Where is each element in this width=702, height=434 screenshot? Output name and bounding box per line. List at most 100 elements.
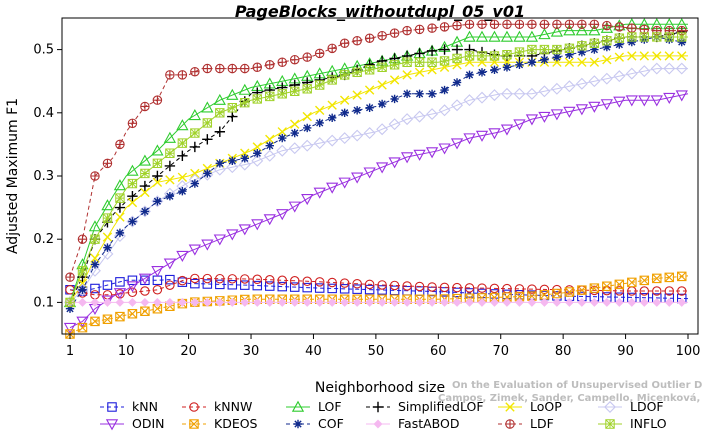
point-lof (238, 83, 251, 95)
legend-label: kNN (132, 399, 158, 414)
point-kdeos (90, 316, 100, 327)
point-odin (450, 138, 464, 150)
point-odin (288, 201, 301, 213)
point-ldof (138, 205, 151, 218)
point-ldf (427, 23, 437, 33)
point-knnw (177, 275, 188, 286)
point-knn (289, 282, 300, 292)
legend-label: INFLO (630, 416, 667, 431)
point-knnw (227, 274, 238, 284)
point-ldf (527, 19, 537, 30)
point-odin (338, 177, 351, 189)
point-lof (488, 30, 501, 42)
y-tick-labels: 0.1 0.2 0.3 0.4 0.5 (33, 43, 54, 311)
point-loop (652, 51, 662, 61)
point-knnw (639, 286, 650, 296)
point-lof (213, 93, 226, 105)
point-ldf (215, 63, 225, 74)
point-knnw (677, 286, 687, 296)
point-knnw (252, 274, 263, 285)
point-ldf (240, 63, 250, 74)
point-loop (414, 67, 425, 78)
point-knnw (614, 286, 625, 296)
legend-swatch-marker (505, 419, 515, 429)
series-line-kdeos (69, 275, 689, 335)
legend-label: KDEOS (214, 416, 258, 431)
point-odin (301, 194, 314, 206)
point-odin (588, 101, 601, 113)
point-knnw (215, 273, 225, 284)
point-cof (365, 103, 374, 112)
point-odin (375, 162, 389, 174)
point-ldof (451, 99, 464, 112)
point-odin (513, 119, 526, 131)
point-simplifiedlof (451, 44, 463, 55)
point-loop (339, 95, 350, 105)
legend-swatch-marker (107, 402, 117, 412)
point-odin (400, 152, 414, 164)
point-ldf (477, 19, 487, 30)
point-odin (563, 106, 576, 118)
point-knnw (277, 275, 287, 286)
point-kdeos (577, 285, 587, 295)
point-knnw (664, 286, 675, 296)
point-fastabod (502, 297, 512, 307)
point-simplifiedlof (426, 45, 438, 57)
point-ldof (126, 215, 139, 228)
point-lof (226, 88, 239, 100)
point-loop (190, 168, 200, 179)
point-inflo (152, 158, 163, 169)
point-cof (128, 217, 137, 226)
point-odin (650, 95, 663, 107)
point-loop (265, 134, 275, 145)
point-fastabod (140, 297, 150, 307)
point-cof (540, 55, 549, 64)
point-inflo (377, 62, 387, 72)
point-inflo (577, 41, 587, 51)
point-ldf (464, 19, 475, 30)
legend-swatch-marker (293, 419, 303, 429)
point-odin (201, 239, 214, 251)
point-inflo (677, 32, 687, 42)
point-fastabod (639, 297, 649, 307)
point-loop (402, 70, 412, 80)
point-loop (152, 177, 163, 188)
point-fastabod (415, 297, 425, 307)
point-lof (88, 220, 102, 232)
point-inflo (527, 44, 537, 55)
point-fastabod (427, 297, 437, 307)
point-kdeos (639, 275, 650, 286)
point-cof (590, 45, 599, 54)
point-inflo (402, 57, 412, 67)
point-odin (663, 92, 676, 104)
series-line-odin (69, 93, 689, 329)
point-fastabod (402, 297, 412, 307)
point-fastabod (90, 297, 100, 307)
x-tick-label: 30 (243, 344, 260, 359)
x-tick-label: 20 (180, 344, 197, 359)
point-fastabod (177, 297, 187, 307)
point-fastabod (489, 297, 500, 307)
point-cof (402, 89, 412, 99)
point-cof (190, 179, 200, 188)
point-ldof (388, 118, 401, 131)
point-odin (475, 130, 489, 142)
point-simplifiedlof (114, 202, 126, 213)
point-lof (113, 179, 127, 191)
point-inflo (439, 56, 450, 66)
point-fastabod (439, 297, 450, 307)
point-knn (127, 275, 138, 286)
point-lof (563, 24, 576, 36)
point-odin (226, 229, 239, 241)
point-loop (102, 232, 113, 242)
point-odin (463, 133, 476, 145)
x-tick-label: 50 (368, 344, 385, 359)
point-cof (78, 285, 87, 294)
point-knnw (539, 284, 550, 295)
point-knn (265, 281, 275, 291)
point-cof (103, 243, 112, 252)
point-knnw (265, 275, 275, 285)
point-loop (389, 75, 400, 85)
point-fastabod (152, 297, 162, 307)
point-loop (589, 57, 600, 67)
